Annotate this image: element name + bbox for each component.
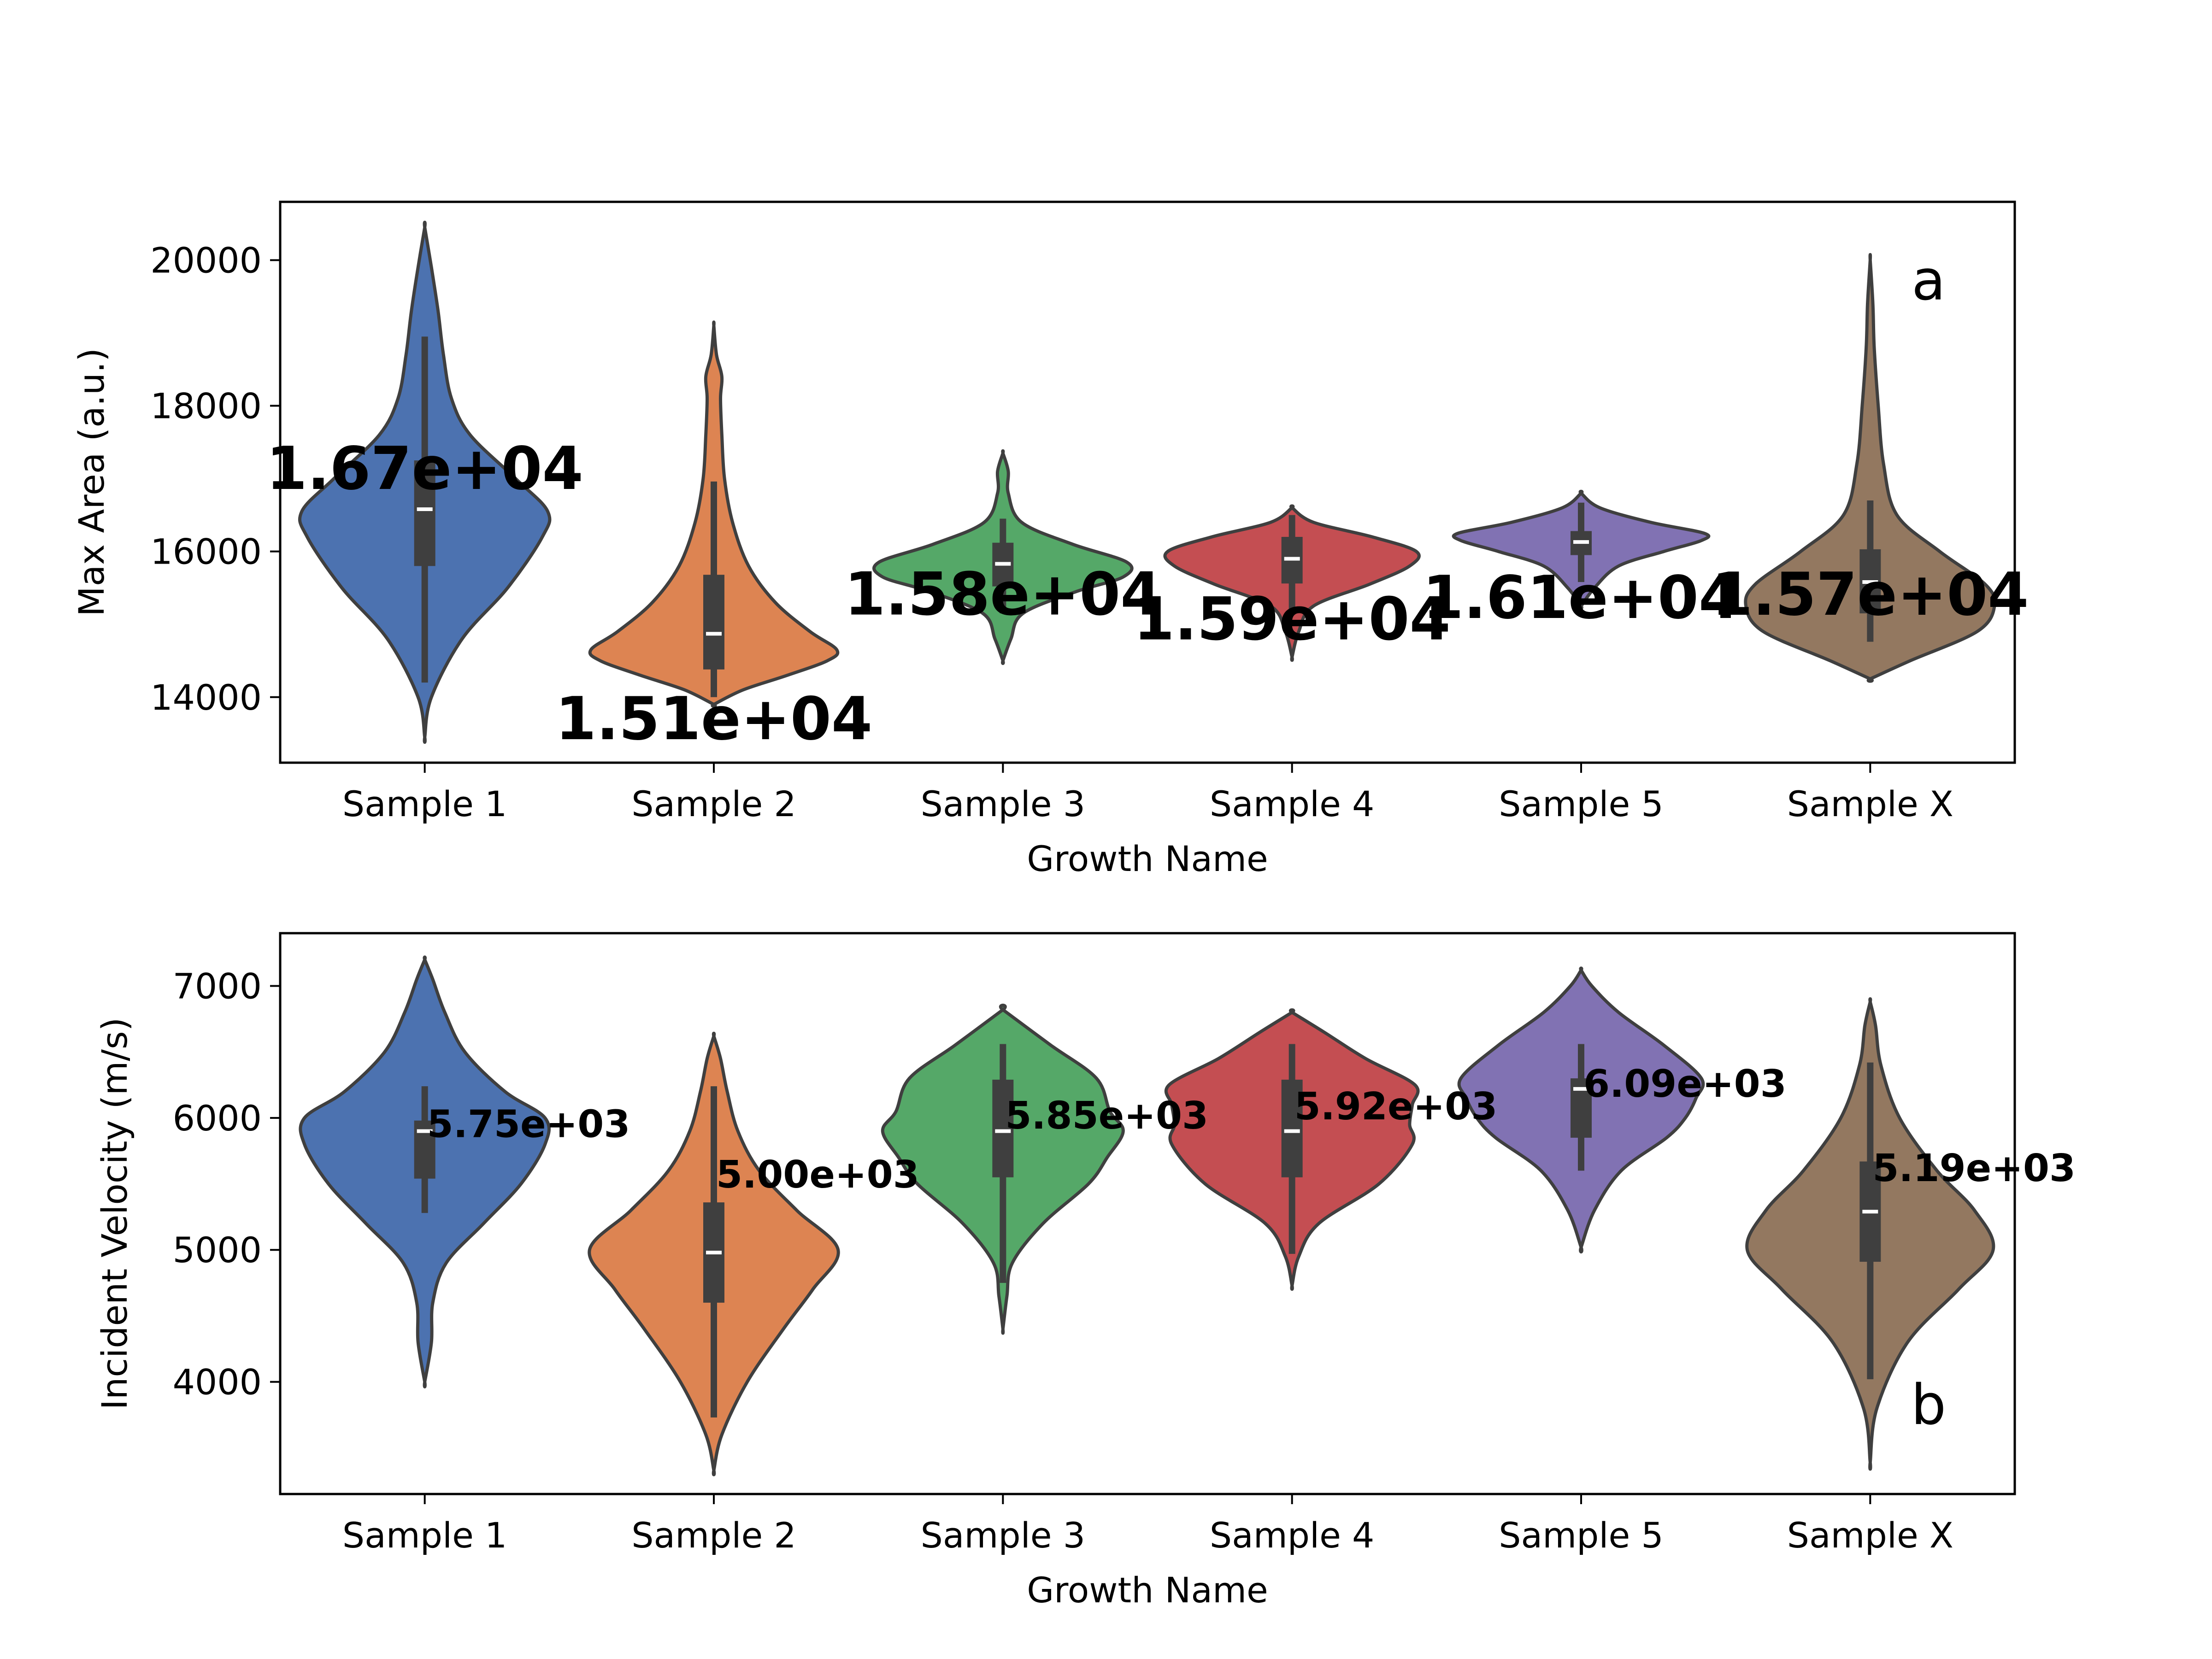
x-tick-label: Sample 2 — [631, 1515, 796, 1556]
y-axis-label: Incident Velocity (m/s) — [94, 1018, 135, 1410]
chart-panel-b: 4000 5000 6000 7000 Sample 1 Sample 2 Sample 3… — [94, 932, 2076, 1611]
x-tick-label: Sample 1 — [342, 783, 507, 824]
x-tick-label: Sample 3 — [921, 783, 1085, 824]
mean-label: 5.75e+03 — [427, 1102, 630, 1146]
mean-label: 5.85e+03 — [1005, 1094, 1208, 1138]
mean-label: 1.61e+04 — [1423, 564, 1740, 632]
panel-letter: b — [1911, 1373, 1946, 1437]
y-tick-label: 5000 — [173, 1230, 262, 1271]
x-tick-label: Sample 5 — [1499, 783, 1663, 824]
axes-frame — [279, 932, 2016, 1495]
mean-label: 1.58e+04 — [844, 560, 1161, 629]
violin-sample-x — [1744, 253, 1997, 683]
mean-label: 5.00e+03 — [716, 1153, 919, 1197]
y-tick-label: 16000 — [150, 531, 262, 572]
y-axis-label: Max Area (a.u.) — [71, 348, 112, 617]
mean-label: 1.51e+04 — [555, 685, 872, 753]
iqr-box — [1281, 1079, 1303, 1177]
x-axis-label: Growth Name — [1027, 838, 1268, 879]
mean-label: 1.57e+04 — [1712, 560, 2029, 629]
y-tick-label: 14000 — [150, 677, 262, 718]
iqr-box — [414, 460, 435, 566]
x-tick-label: Sample 2 — [631, 783, 796, 824]
y-tick-label: 6000 — [173, 1098, 262, 1139]
y-tick-label: 7000 — [173, 966, 262, 1007]
mean-label: 1.67e+04 — [266, 435, 583, 503]
y-tick-label: 4000 — [173, 1362, 262, 1403]
x-tick-label: Sample 4 — [1210, 783, 1374, 824]
iqr-box — [992, 1079, 1014, 1177]
x-tick-label: Sample X — [1787, 783, 1953, 824]
panel-letter: a — [1912, 249, 1946, 313]
mean-label: 5.19e+03 — [1872, 1147, 2076, 1190]
axes-frame — [279, 200, 2016, 764]
x-tick-label: Sample 3 — [921, 1515, 1085, 1556]
iqr-box — [703, 575, 724, 670]
mean-label: 5.92e+03 — [1294, 1085, 1498, 1129]
x-tick-label: Sample X — [1787, 1515, 1953, 1556]
x-axis-label: Growth Name — [1027, 1570, 1268, 1611]
x-tick-label: Sample 1 — [342, 1515, 507, 1556]
y-tick-label: 18000 — [150, 386, 262, 427]
chart-panel-a: 14000 16000 18000 20000 Sample 1 Sample 2 Samp… — [71, 200, 2029, 879]
x-tick-label: Sample 4 — [1210, 1515, 1374, 1556]
mean-label: 6.09e+03 — [1583, 1062, 1787, 1106]
mean-label: 1.59e+04 — [1134, 585, 1451, 653]
x-tick-label: Sample 5 — [1499, 1515, 1663, 1556]
y-tick-label: 20000 — [150, 240, 262, 281]
